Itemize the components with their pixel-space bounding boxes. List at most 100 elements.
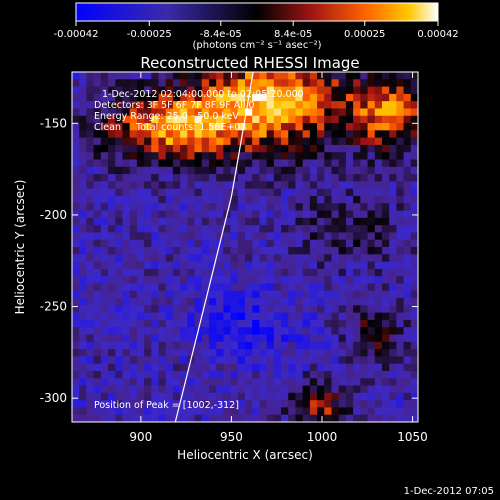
heatmap-cell: [136, 86, 145, 95]
heatmap-cell: [331, 349, 340, 357]
heatmap-cell: [129, 414, 138, 422]
heatmap-cell: [252, 101, 260, 109]
heatmap-cell: [165, 319, 174, 328]
heatmap-cell: [381, 181, 390, 190]
heatmap-cell: [223, 290, 231, 299]
heatmap-cell: [338, 144, 347, 153]
heatmap-cell: [180, 356, 188, 365]
heatmap-cell: [309, 225, 318, 233]
heatmap-cell: [317, 334, 325, 343]
heatmap-cell: [72, 283, 80, 292]
heatmap-cell: [230, 79, 239, 87]
heatmap-cell: [230, 217, 239, 226]
heatmap-cell: [115, 378, 123, 386]
heatmap-cell: [122, 79, 131, 87]
heatmap-cell: [100, 203, 109, 211]
heatmap-cell: [172, 298, 181, 306]
heatmap-cell: [151, 137, 159, 146]
heatmap-cell: [410, 159, 418, 168]
heatmap-cell: [172, 225, 181, 233]
heatmap-cell: [266, 232, 275, 241]
heatmap-cell: [187, 363, 195, 372]
heatmap-cell: [86, 363, 95, 372]
heatmap-cell: [136, 385, 145, 394]
heatmap-cell: [187, 152, 195, 160]
heatmap-cell: [151, 123, 159, 131]
heatmap-cell: [381, 101, 390, 109]
heatmap-cell: [144, 363, 152, 372]
heatmap-cell: [345, 298, 354, 306]
heatmap-cell: [353, 86, 361, 95]
heatmap-cell: [79, 254, 87, 262]
heatmap-cell: [230, 166, 239, 175]
heatmap-cell: [396, 385, 404, 394]
heatmap-cell: [288, 239, 296, 248]
heatmap-cell: [324, 341, 332, 350]
heatmap-cell: [295, 225, 304, 233]
heatmap-cell: [216, 232, 224, 241]
heatmap-cell: [86, 261, 95, 270]
heatmap-cell: [115, 334, 123, 343]
heatmap-cell: [100, 93, 109, 102]
x-axis-ticks: 900 950 1000 1050: [129, 72, 428, 444]
heatmap-cell: [165, 363, 174, 372]
heatmap-cell: [216, 407, 224, 416]
heatmap-cell: [201, 188, 210, 197]
heatmap-cell: [172, 115, 181, 124]
heatmap-cell: [273, 101, 282, 109]
heatmap-cell: [360, 203, 368, 211]
colorbar-tick-label: 8.4e-05: [274, 29, 312, 40]
heatmap-cell: [288, 195, 296, 204]
heatmap-cell: [324, 407, 332, 416]
heatmap-cell: [281, 327, 289, 335]
heatmap-cell: [136, 217, 145, 226]
heatmap-cell: [374, 341, 383, 350]
heatmap-cell: [100, 327, 109, 335]
heatmap-cell: [345, 188, 354, 197]
heatmap-cell: [374, 276, 383, 284]
heatmap-cell: [144, 392, 152, 401]
heatmap-cell: [136, 305, 145, 314]
heatmap-cell: [93, 101, 102, 109]
heatmap-cell: [187, 341, 195, 350]
heatmap-cell: [136, 363, 145, 372]
heatmap-cell: [201, 101, 210, 109]
heatmap-cell: [302, 144, 311, 153]
heatmap-cell: [115, 268, 123, 277]
heatmap-cell: [187, 101, 195, 109]
heatmap-cell: [151, 166, 159, 175]
heatmap-cell: [338, 392, 347, 401]
heatmap-cell: [172, 392, 181, 401]
heatmap-cell: [93, 407, 102, 416]
heatmap-cell: [180, 174, 188, 182]
heatmap-cell: [389, 101, 397, 109]
heatmap-cell: [144, 414, 152, 422]
heatmap-cell: [129, 261, 138, 270]
heatmap-cell: [396, 217, 404, 226]
heatmap-cell: [151, 407, 159, 416]
heatmap-cell: [245, 174, 253, 182]
heatmap-cell: [223, 349, 231, 357]
heatmap-cell: [208, 232, 217, 241]
heatmap-cell: [86, 101, 95, 109]
heatmap-cell: [136, 225, 145, 233]
heatmap-cell: [345, 239, 354, 248]
heatmap-cell: [230, 414, 239, 422]
heatmap-cell: [360, 195, 368, 204]
heatmap-cell: [396, 159, 404, 168]
heatmap-cell: [129, 400, 138, 408]
heatmap-cell: [381, 254, 390, 262]
heatmap-cell: [93, 225, 102, 233]
heatmap-cell: [100, 385, 109, 394]
heatmap-cell: [259, 181, 268, 190]
heatmap-cell: [115, 327, 123, 335]
heatmap-cell: [108, 370, 116, 379]
heatmap-cell: [122, 327, 131, 335]
heatmap-cell: [345, 349, 354, 357]
heatmap-cell: [100, 276, 109, 284]
heatmap-cell: [180, 400, 188, 408]
heatmap-cell: [208, 72, 217, 80]
heatmap-cell: [129, 283, 138, 292]
heatmap-cell: [295, 86, 304, 95]
heatmap-cell: [245, 203, 253, 211]
